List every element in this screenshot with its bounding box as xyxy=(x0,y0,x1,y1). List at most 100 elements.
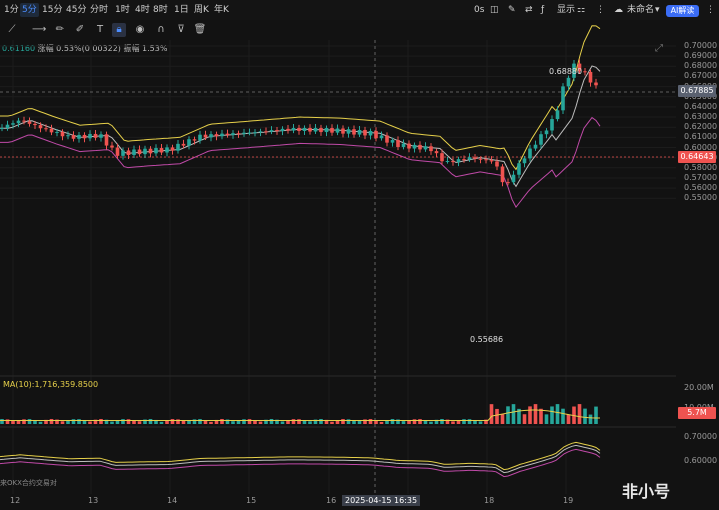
timeframe-2[interactable]: 15分 xyxy=(42,5,63,15)
volume-bar xyxy=(374,420,378,424)
candle-body xyxy=(115,147,120,156)
candle-body xyxy=(209,134,213,138)
volume-bar xyxy=(319,419,323,424)
candle-body xyxy=(66,135,70,137)
candle-body xyxy=(352,129,356,135)
expand-icon[interactable]: ⤢ xyxy=(655,43,663,54)
trash-icon[interactable]: 🗑︎ xyxy=(193,24,207,35)
timeframe-3[interactable]: 45分 xyxy=(66,5,87,15)
candle-body xyxy=(368,130,373,136)
volume-bar xyxy=(0,419,4,424)
candle-body xyxy=(297,127,301,131)
date-label-4: 16 xyxy=(326,496,337,505)
candle-body xyxy=(308,127,312,132)
candle-body xyxy=(286,128,290,131)
compare-icon[interactable]: ⇄ xyxy=(525,5,533,15)
more-icon[interactable]: ⋮ xyxy=(706,5,715,15)
candle-body xyxy=(335,128,340,133)
timeframe-5[interactable]: 1时 xyxy=(115,5,130,15)
candle-body xyxy=(319,127,323,133)
eye-icon[interactable]: ◉ xyxy=(135,24,145,35)
volume-bar xyxy=(269,419,274,424)
candle-body xyxy=(88,133,92,139)
volume-bar xyxy=(291,419,296,424)
volume-bar xyxy=(577,404,582,424)
candle-body xyxy=(148,148,153,154)
volume-bar xyxy=(423,420,428,424)
ai-analysis-button[interactable]: AI解读 xyxy=(666,5,699,17)
chevron-down-icon[interactable]: ▾ xyxy=(655,5,660,15)
price-axis-label-12: 0.58000 xyxy=(684,162,718,172)
volume-bar xyxy=(456,420,461,424)
timeframe-bar: 1分 5分 15分 45分 分时 1时 4时 8时 1日 周K 年K 0s ◫ ✎ ⇄ ƒ 显示 ⚏… xyxy=(0,0,719,20)
candle-body xyxy=(533,144,538,149)
camera-icon[interactable]: ◫ xyxy=(490,5,499,15)
volume-bar xyxy=(104,419,109,424)
cloud-icon[interactable]: ☁ xyxy=(614,5,623,15)
timeframe-0[interactable]: 1分 xyxy=(4,5,19,15)
settings-icon[interactable]: ⋮ xyxy=(596,5,605,15)
volume-bar xyxy=(396,419,400,424)
candle-body xyxy=(198,134,202,141)
candle-body xyxy=(550,119,554,131)
volume-bar xyxy=(506,406,510,424)
volume-bar xyxy=(500,414,505,424)
grid-icon[interactable]: ⚏ xyxy=(577,5,586,15)
candle-body xyxy=(341,128,345,134)
text-icon[interactable]: T xyxy=(96,24,104,35)
price-axis-label-10: 0.60000 xyxy=(684,142,718,152)
volume-bar xyxy=(33,420,37,424)
candle-body xyxy=(242,132,246,134)
timeframe-1[interactable]: 5分 xyxy=(20,3,39,17)
volume-bar xyxy=(517,408,521,424)
lock-icon[interactable]: 🔒︎ xyxy=(112,23,126,37)
volume-bar xyxy=(214,419,219,424)
volume-bar xyxy=(143,419,147,424)
timeframe-7[interactable]: 8时 xyxy=(153,5,168,15)
volume-bar xyxy=(77,419,81,424)
price-axis-label-8: 0.62000 xyxy=(684,122,718,132)
trend-line-icon[interactable]: ⟋ xyxy=(8,24,16,35)
candle-body xyxy=(159,148,164,153)
timeframe-6[interactable]: 4时 xyxy=(135,5,150,15)
display-button[interactable]: 显示 xyxy=(557,5,576,15)
ray-line-icon[interactable]: ⟶ xyxy=(32,24,47,35)
timeframe-4[interactable]: 分时 xyxy=(90,5,109,15)
filter-icon[interactable]: ⊽ xyxy=(177,24,185,35)
volume-bar xyxy=(302,420,307,424)
pencil-icon[interactable]: ✏ xyxy=(55,24,65,35)
candle-body xyxy=(390,140,395,143)
timeframe-8[interactable]: 1日 xyxy=(174,5,189,15)
volume-bar xyxy=(242,419,246,424)
candle-body xyxy=(176,143,180,151)
candle-body xyxy=(214,134,219,137)
magnet-icon[interactable]: ∩ xyxy=(157,24,165,35)
price-axis-label-14: 0.56000 xyxy=(684,183,718,193)
volume-bar xyxy=(588,414,593,424)
brush-icon[interactable]: ✐ xyxy=(75,24,85,35)
timeframe-10[interactable]: 年K xyxy=(214,5,229,15)
volume-bar xyxy=(368,419,373,424)
volume-bar xyxy=(363,419,367,424)
layout-name[interactable]: 未命名 xyxy=(627,5,655,15)
candle-body xyxy=(264,131,268,133)
candle-body xyxy=(22,120,26,122)
price-axis-label-7: 0.63000 xyxy=(684,112,718,122)
volume-bar xyxy=(198,419,202,424)
edit-icon[interactable]: ✎ xyxy=(508,5,516,15)
volume-bar xyxy=(187,420,191,424)
volume-bar xyxy=(165,420,169,424)
candle-body xyxy=(93,133,98,138)
volume-bar xyxy=(445,419,450,424)
indicator-icon[interactable]: ƒ xyxy=(541,5,545,15)
volume-bar xyxy=(115,420,120,424)
crosshair-date-tag: 2025-04-15 16:35 xyxy=(342,495,421,506)
volume-bar xyxy=(561,408,565,424)
volume-bar xyxy=(434,419,439,424)
volume-bar xyxy=(126,419,131,424)
timeframe-9[interactable]: 周K xyxy=(194,5,209,15)
candle-body xyxy=(528,148,532,159)
candle-body xyxy=(302,127,307,131)
volume-bar xyxy=(99,419,103,424)
